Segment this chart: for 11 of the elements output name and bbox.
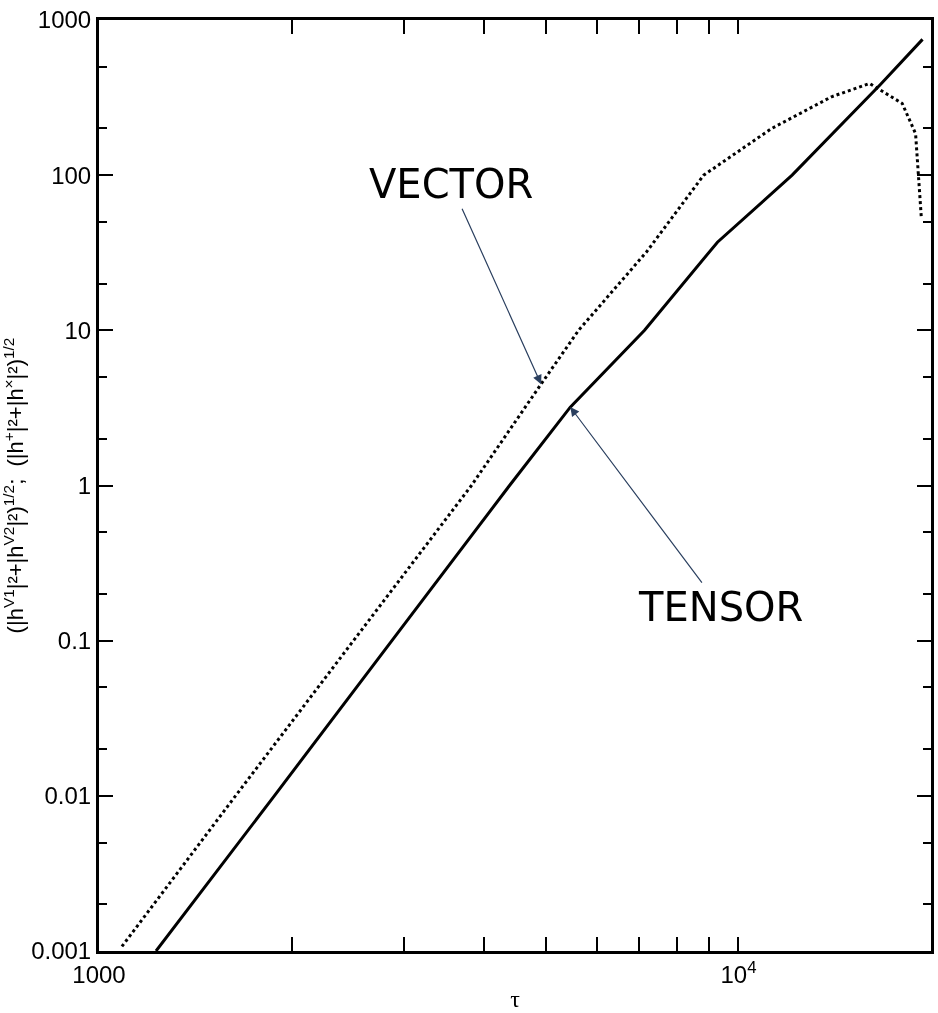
x-tick-label: 10$^{4}$: [720, 957, 757, 988]
annotation: VECTOR: [369, 161, 534, 207]
y-tick-label: 1000: [37, 6, 92, 34]
y-tick-label: 0.1: [57, 627, 92, 655]
y-tick-label: 0.01: [44, 782, 92, 810]
y-tick-label: 100: [51, 161, 92, 189]
y-tick-label: 10: [64, 316, 92, 344]
y-tick-label: 1: [77, 471, 92, 499]
y-tick-label: 0.001: [31, 937, 92, 965]
annotation: TENSOR: [638, 584, 804, 630]
x-axis-title: τ: [510, 986, 521, 1013]
